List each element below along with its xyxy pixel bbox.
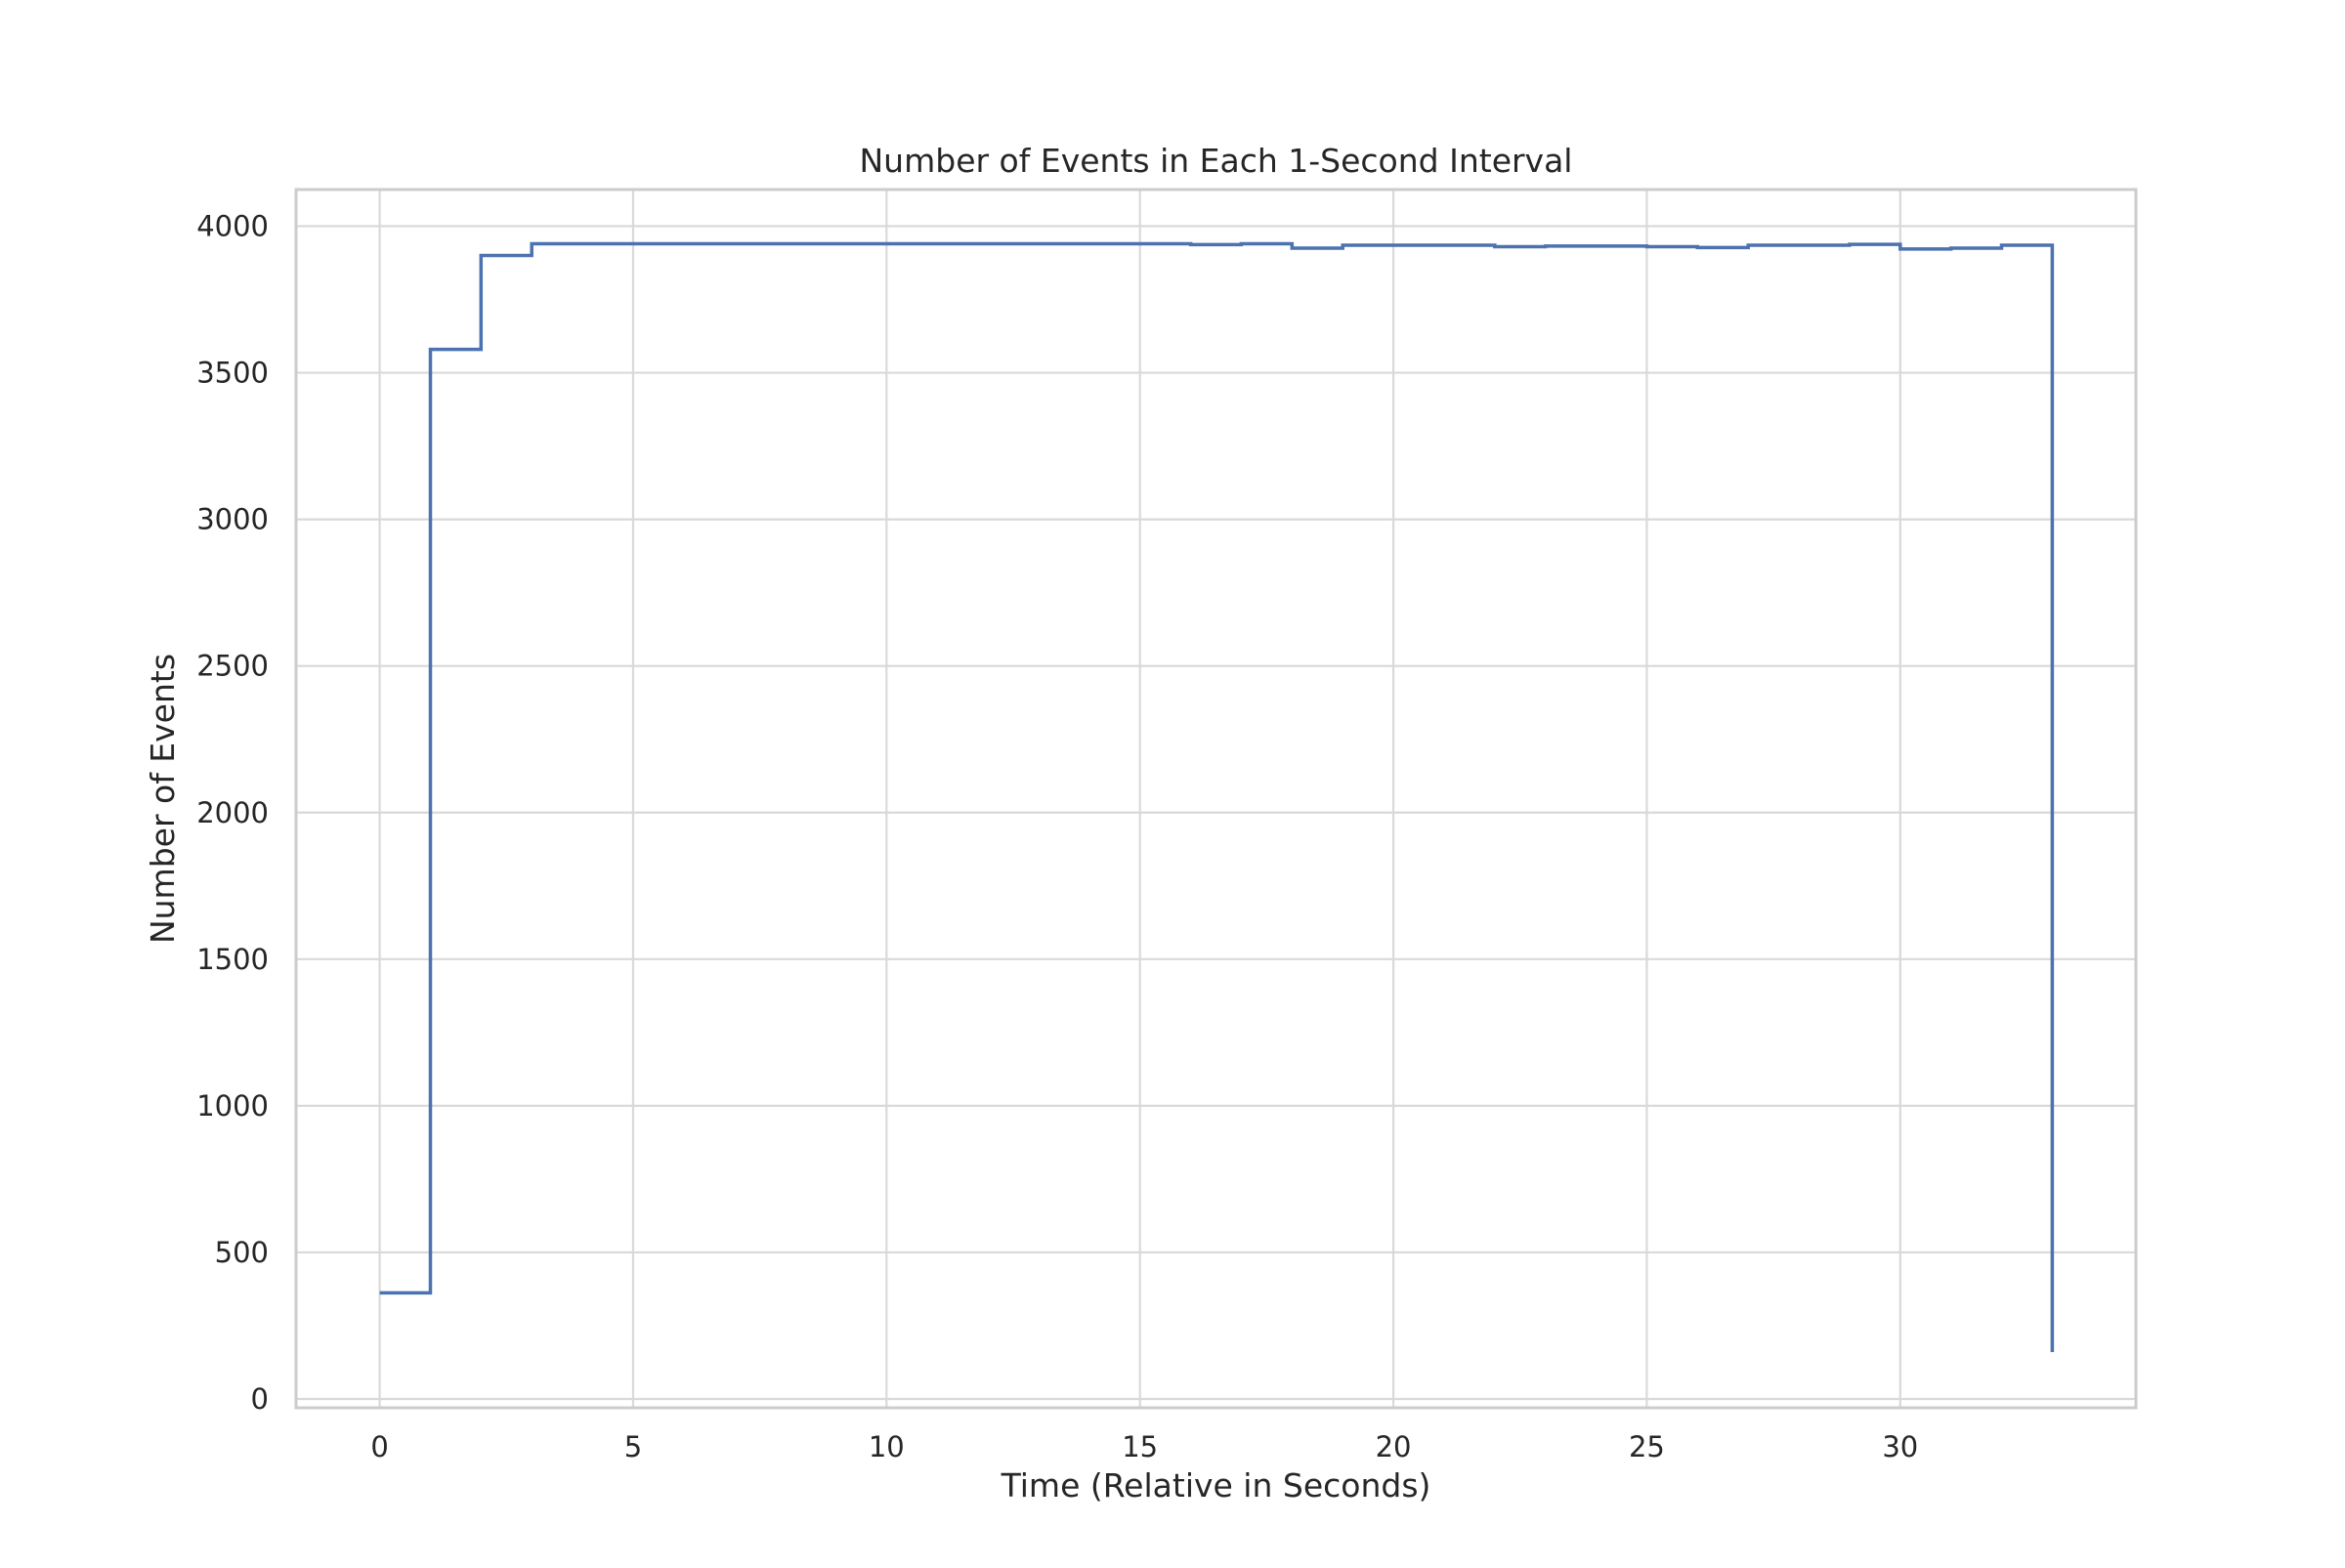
- x-tick-label: 10: [869, 1430, 905, 1463]
- y-tick-label: 0: [251, 1382, 269, 1416]
- x-tick-label: 20: [1376, 1430, 1412, 1463]
- plot-frame: [294, 188, 2138, 1410]
- y-tick-label: 2500: [196, 650, 269, 683]
- y-tick-label: 3500: [196, 357, 269, 390]
- y-tick-labels: 0 500 1000 1500 2000 2500 3000 3500 4000: [196, 210, 269, 1416]
- y-tick-label: 3000: [196, 503, 269, 536]
- y-tick-label: 4000: [196, 210, 269, 243]
- y-axis-label: Number of Events: [144, 654, 182, 944]
- y-tick-label: 500: [215, 1236, 269, 1269]
- y-tick-label: 1500: [196, 943, 269, 976]
- y-gridlines: [296, 225, 2136, 1401]
- x-tick-label: 5: [624, 1430, 642, 1463]
- y-tick-label: 2000: [196, 796, 269, 829]
- x-tick-label: 30: [1882, 1430, 1918, 1463]
- x-tick-label: 0: [370, 1430, 388, 1463]
- x-tick-label: 25: [1629, 1430, 1665, 1463]
- chart-title: Number of Events in Each 1-Second Interv…: [860, 142, 1573, 180]
- x-tick-labels: 0 5 10 15 20 25 30: [370, 1430, 1918, 1463]
- series-line: [379, 241, 2055, 1352]
- x-gridlines: [378, 190, 1901, 1408]
- y-tick-label: 1000: [196, 1089, 269, 1123]
- x-tick-label: 15: [1122, 1430, 1158, 1463]
- x-axis-label: Time (Relative in Seconds): [1001, 1466, 1431, 1504]
